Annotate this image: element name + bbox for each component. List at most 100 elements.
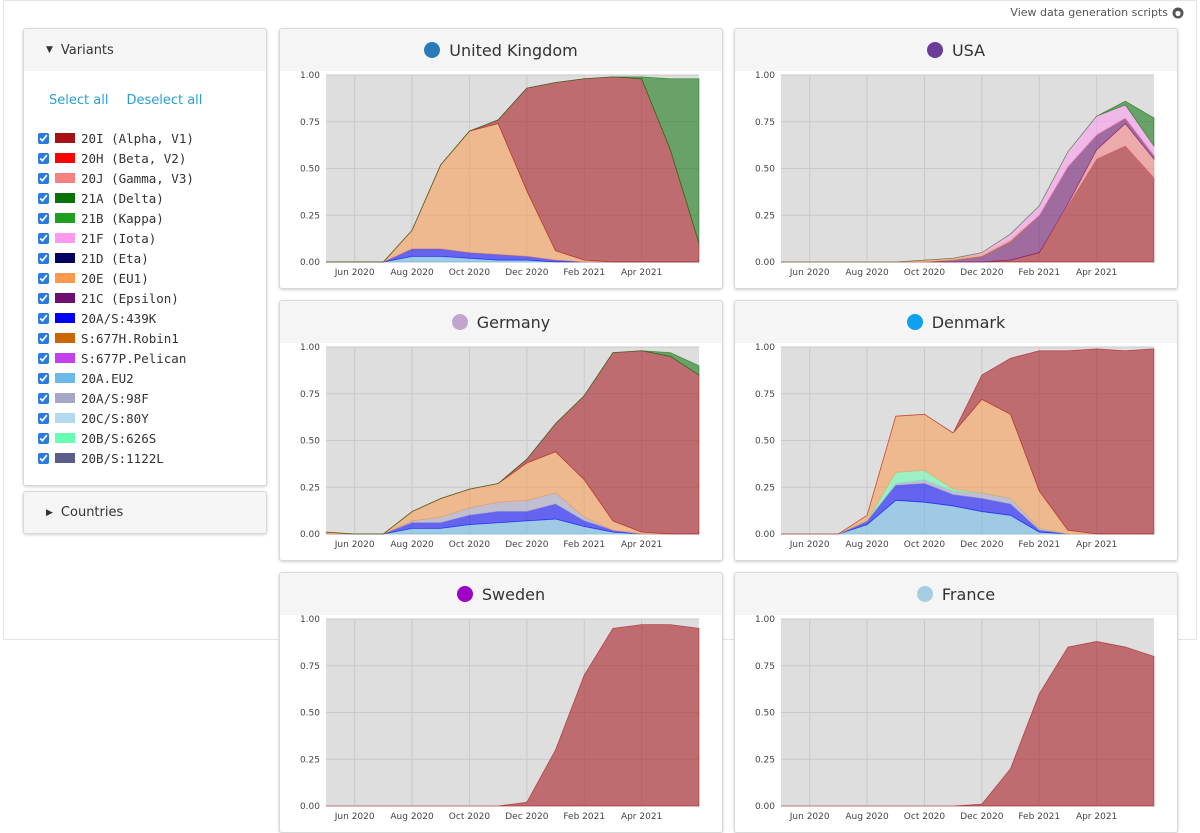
variant-checkbox[interactable]	[38, 232, 49, 244]
variant-item[interactable]: 20A/S:439K	[38, 308, 266, 328]
select-all[interactable]: Select all	[49, 93, 109, 108]
country-dot	[456, 586, 473, 602]
y-tick-label: 0.00	[755, 802, 775, 812]
variant-checkbox[interactable]	[38, 372, 49, 384]
variant-name[interactable]: 20E (EU1)	[81, 270, 149, 286]
variant-checkbox[interactable]	[38, 352, 49, 364]
variant-item[interactable]: 20E (EU1)	[38, 268, 266, 288]
variant-checkbox[interactable]	[38, 292, 49, 304]
variant-item[interactable]: 20J (Gamma, V3)	[38, 168, 266, 188]
y-tick-label: 0.00	[755, 258, 775, 268]
variants-title[interactable]: Variants	[60, 42, 114, 58]
countries-header[interactable]: ▶ Countries	[24, 492, 266, 533]
variant-name[interactable]: 20I (Alpha, V1)	[81, 130, 194, 146]
chart: 0.00 0.25 0.50 0.75 1.00 Jun 2020 Aug 2020 Oct …	[300, 71, 700, 278]
variant-item[interactable]: 20A.EU2	[38, 368, 266, 388]
variant-checkbox[interactable]	[38, 212, 49, 224]
countries-title[interactable]: Countries	[60, 505, 124, 520]
variant-name[interactable]: 21C (Epsilon)	[81, 290, 179, 306]
variant-checkbox[interactable]	[38, 252, 49, 264]
variant-name[interactable]: 21A (Delta)	[81, 190, 164, 206]
variant-item[interactable]: 21C (Epsilon)	[38, 288, 266, 308]
variant-checkbox[interactable]	[38, 452, 49, 464]
variant-item[interactable]: 21A (Delta)	[38, 188, 266, 208]
variant-checkbox[interactable]	[38, 192, 49, 204]
y-tick-label: 0.00	[300, 802, 320, 812]
variant-checkbox[interactable]	[38, 432, 49, 444]
deselect-all[interactable]: Deselect all	[126, 93, 203, 108]
variant-item[interactable]: 20A/S:98F	[38, 388, 266, 408]
chart-header: Denmark	[735, 301, 1177, 343]
y-tick-label: 0.25	[755, 483, 775, 493]
x-tick-label: Feb 2021	[563, 268, 605, 278]
variant-name[interactable]: 21F (Iota)	[81, 230, 157, 246]
variant-checkbox[interactable]	[38, 412, 49, 424]
variant-item[interactable]: 20B/S:626S	[38, 428, 266, 448]
y-tick-label: 0.50	[300, 709, 320, 719]
variant-item[interactable]: 20H (Beta, V2)	[38, 148, 266, 168]
y-tick-label: 1.00	[755, 615, 775, 625]
x-tick-label: Apr 2021	[1076, 812, 1117, 822]
variant-item[interactable]: 21F (Iota)	[38, 228, 266, 248]
chart-panel: Denmark 0.00 0.25 0.50 0.75 1.00 Jun 2020 Aug 2…	[734, 300, 1178, 561]
scripts-link-text[interactable]: View data generation scripts	[1010, 6, 1168, 19]
variant-item[interactable]: 20I (Alpha, V1)	[38, 128, 266, 148]
variant-item[interactable]: 21D (Eta)	[38, 248, 266, 268]
variant-swatch	[55, 413, 75, 423]
y-tick-label: 0.00	[300, 258, 320, 268]
variant-name[interactable]: 21D (Eta)	[81, 250, 149, 266]
x-tick-label: Oct 2020	[449, 268, 491, 278]
country-dot	[926, 42, 943, 58]
variant-checkbox[interactable]	[38, 392, 49, 404]
x-tick-label: Apr 2021	[1076, 268, 1117, 278]
chart: 0.00 0.25 0.50 0.75 1.00 Jun 2020 Aug 2020 Oct …	[755, 71, 1155, 278]
variants-panel: ▼ Variants Select all Deselect all 20I (A…	[23, 28, 267, 486]
chart-panel: Sweden 0.00 0.25 0.50 0.75 1.00 Jun 2020 Aug 20…	[279, 572, 723, 833]
variant-checkbox[interactable]	[38, 172, 49, 184]
variant-name[interactable]: 20H (Beta, V2)	[81, 150, 187, 166]
x-tick-label: Oct 2020	[449, 540, 491, 550]
variant-item[interactable]: 20C/S:80Y	[38, 408, 266, 428]
y-tick-label: 0.50	[755, 709, 775, 719]
variant-swatch	[55, 333, 75, 343]
scripts-link[interactable]: View data generation scripts	[1010, 6, 1184, 19]
variant-name[interactable]: 20B/S:626S	[81, 430, 157, 446]
x-tick-label: Aug 2020	[845, 268, 889, 278]
y-tick-label: 0.25	[755, 211, 775, 221]
country-dot	[906, 314, 923, 330]
x-tick-label: Apr 2021	[621, 540, 662, 550]
area	[781, 348, 1155, 535]
chart-title: Sweden	[481, 584, 546, 604]
y-tick-label: 0.25	[300, 483, 320, 493]
variant-name[interactable]: 21B (Kappa)	[81, 210, 164, 226]
y-tick-label: 1.00	[300, 71, 320, 81]
variant-item[interactable]: 21B (Kappa)	[38, 208, 266, 228]
y-tick-label: 1.00	[300, 343, 320, 353]
variants-header[interactable]: ▼ Variants	[24, 29, 266, 71]
variant-item[interactable]: 20B/S:1122L	[38, 448, 266, 468]
variant-name[interactable]: 20B/S:1122L	[81, 450, 164, 466]
variant-name[interactable]: 20J (Gamma, V3)	[81, 170, 194, 186]
variant-checkbox[interactable]	[38, 132, 49, 144]
variant-name[interactable]: 20C/S:80Y	[81, 410, 149, 426]
x-tick-label: Dec 2020	[505, 812, 548, 822]
variant-item[interactable]: S:677P.Pelican	[38, 348, 266, 368]
variant-name[interactable]: 20A/S:98F	[81, 390, 149, 406]
chart-header: United Kingdom	[280, 29, 722, 71]
variant-checkbox[interactable]	[38, 272, 49, 284]
variant-item[interactable]: S:677H.Robin1	[38, 328, 266, 348]
x-tick-label: Dec 2020	[505, 268, 548, 278]
x-tick-label: Aug 2020	[390, 268, 434, 278]
variant-name[interactable]: S:677P.Pelican	[81, 350, 187, 366]
x-tick-label: Jun 2020	[334, 268, 375, 278]
variant-name[interactable]: 20A.EU2	[81, 370, 134, 386]
variant-name[interactable]: S:677H.Robin1	[81, 330, 179, 346]
x-tick-label: Feb 2021	[563, 540, 605, 550]
y-tick-label: 1.00	[300, 615, 320, 625]
chart-title: United Kingdom	[449, 40, 578, 60]
chart-panel: USA 0.00 0.25 0.50 0.75 1.00 Jun 2020 Aug 2020 O…	[734, 28, 1178, 289]
variant-checkbox[interactable]	[38, 332, 49, 344]
variant-checkbox[interactable]	[38, 312, 49, 324]
variant-name[interactable]: 20A/S:439K	[81, 310, 157, 326]
variant-checkbox[interactable]	[38, 152, 49, 164]
